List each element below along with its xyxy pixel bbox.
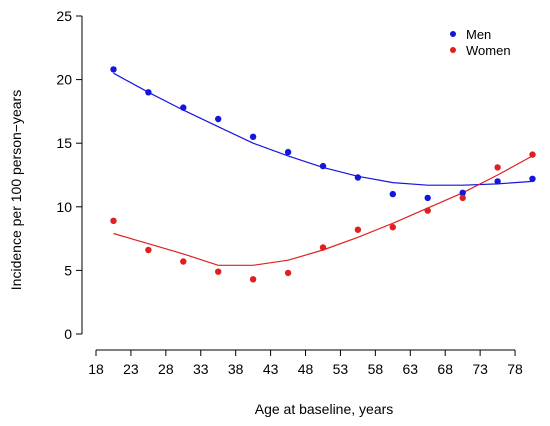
data-point-men — [284, 148, 292, 156]
y-tick-label: 0 — [64, 326, 72, 342]
x-tick-label: 18 — [88, 361, 104, 377]
x-tick-label: 23 — [123, 361, 139, 377]
x-tick-label: 58 — [368, 361, 384, 377]
y-tick-label: 5 — [64, 262, 72, 278]
legend-label-women: Women — [466, 43, 511, 58]
data-point-women — [459, 194, 466, 202]
data-point-women — [284, 269, 292, 277]
data-point-men — [529, 175, 536, 182]
x-tick-label: 63 — [402, 361, 418, 377]
data-point-women — [529, 151, 536, 158]
data-point-men — [145, 89, 152, 96]
x-tick-label: 38 — [228, 361, 244, 377]
data-point-men — [110, 66, 117, 73]
x-tick-label: 78 — [507, 361, 523, 377]
x-tick-label: 73 — [472, 361, 488, 377]
axes: 0 5 10 15 20 25 18 23 28 33 38 43 48 53 58 63 68 73 78 — [56, 8, 523, 377]
data-point-women — [354, 226, 362, 233]
x-tick-label: 28 — [158, 361, 174, 377]
legend-label-men: Men — [466, 27, 491, 42]
data-point-women — [145, 246, 152, 254]
y-tick-label: 15 — [56, 135, 72, 151]
data-point-women — [249, 276, 257, 283]
data-point-women — [389, 224, 396, 231]
data-points — [110, 66, 536, 283]
data-point-men — [180, 104, 187, 111]
data-point-men — [389, 190, 396, 198]
data-point-women — [319, 244, 327, 251]
x-axis-title: Age at baseline, years — [255, 401, 394, 417]
y-tick-label: 10 — [56, 199, 72, 215]
legend-marker-women — [450, 47, 456, 53]
x-tick-label: 33 — [193, 361, 209, 377]
data-point-men — [354, 174, 362, 181]
y-axis-title: Incidence per 100 person−years — [8, 90, 24, 290]
data-point-women — [215, 268, 222, 275]
y-tick-label: 25 — [56, 8, 72, 24]
data-point-men — [249, 133, 257, 140]
x-tick-label: 48 — [298, 361, 314, 377]
data-point-women — [110, 217, 117, 224]
x-tick-label: 43 — [263, 361, 279, 377]
data-point-men — [494, 178, 501, 185]
data-point-women — [494, 164, 501, 171]
legend-marker-men — [450, 31, 456, 37]
x-tick-label: 53 — [333, 361, 349, 377]
x-tick-label: 68 — [437, 361, 453, 377]
data-point-men — [215, 115, 222, 123]
data-point-women — [424, 207, 431, 214]
data-point-women — [180, 258, 187, 265]
data-point-men — [459, 189, 466, 196]
data-point-men — [319, 162, 327, 170]
y-tick-label: 20 — [56, 72, 72, 88]
data-point-men — [424, 194, 431, 202]
